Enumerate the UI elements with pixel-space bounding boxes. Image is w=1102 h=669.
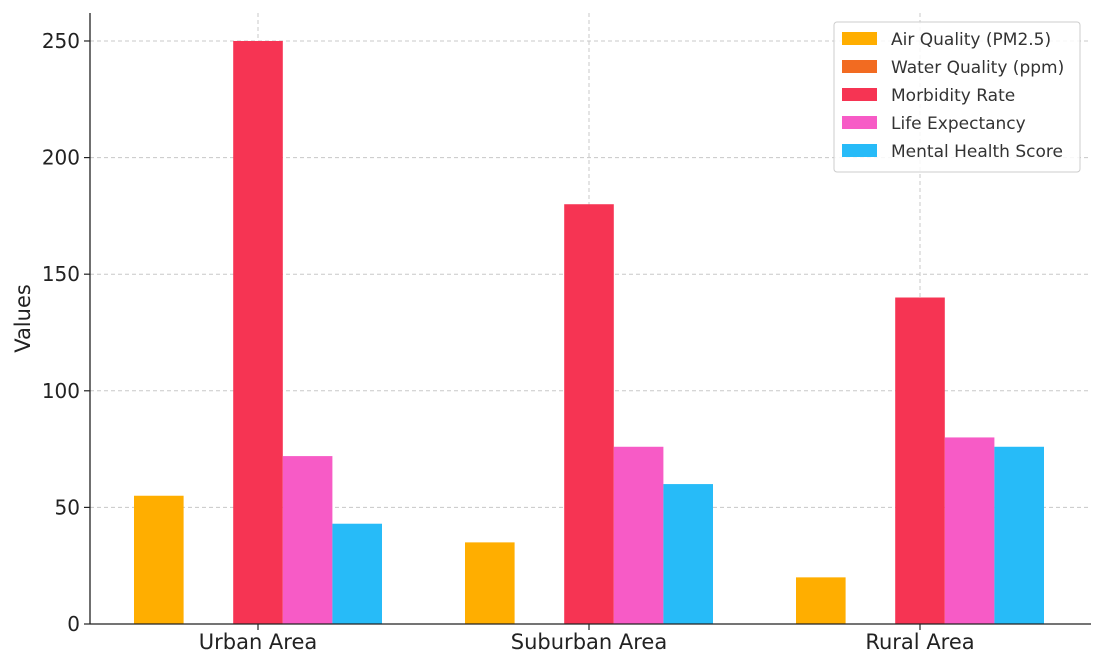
x-tick-label: Urban Area xyxy=(199,630,318,654)
bar xyxy=(796,577,846,624)
legend-swatch xyxy=(842,88,877,101)
labels-layer: Values 0 50 100 150 200 250 Urban Area Suburban… xyxy=(11,29,975,654)
y-tick-label: 250 xyxy=(42,29,80,53)
legend-frame xyxy=(833,21,1081,173)
bar xyxy=(944,437,995,624)
axes-layer xyxy=(84,13,1091,630)
bar xyxy=(332,523,382,624)
legend-label: Water Quality (ppm) xyxy=(891,58,1064,78)
legend-swatch xyxy=(842,144,877,157)
bar xyxy=(663,484,713,624)
x-tick-label: Rural Area xyxy=(865,630,974,654)
y-tick-label: 200 xyxy=(42,146,80,170)
legend-label: Air Quality (PM2.5) xyxy=(891,30,1051,50)
legend: Air Quality (PM2.5) Water Quality (ppm) Mo… xyxy=(833,21,1081,173)
bar xyxy=(233,40,283,624)
legend-swatch xyxy=(842,60,877,73)
bar xyxy=(564,204,614,624)
y-tick-label: 50 xyxy=(55,495,80,519)
bar xyxy=(895,297,945,624)
bar xyxy=(134,495,184,624)
y-axis-label: Values xyxy=(11,284,35,353)
legend-label: Life Expectancy xyxy=(891,114,1026,134)
y-tick-label: 150 xyxy=(42,262,80,286)
legend-swatch xyxy=(842,116,877,129)
y-tick-label: 100 xyxy=(42,379,80,403)
bar xyxy=(465,542,515,624)
x-tick-label: Suburban Area xyxy=(511,630,667,654)
legend-label: Mental Health Score xyxy=(891,142,1063,162)
legend-swatch xyxy=(842,32,877,45)
bar xyxy=(994,446,1044,624)
legend-label: Morbidity Rate xyxy=(891,86,1015,106)
y-tick-label: 0 xyxy=(67,612,80,636)
bars-layer xyxy=(134,40,1044,624)
bar xyxy=(282,456,333,624)
bar xyxy=(613,446,664,624)
